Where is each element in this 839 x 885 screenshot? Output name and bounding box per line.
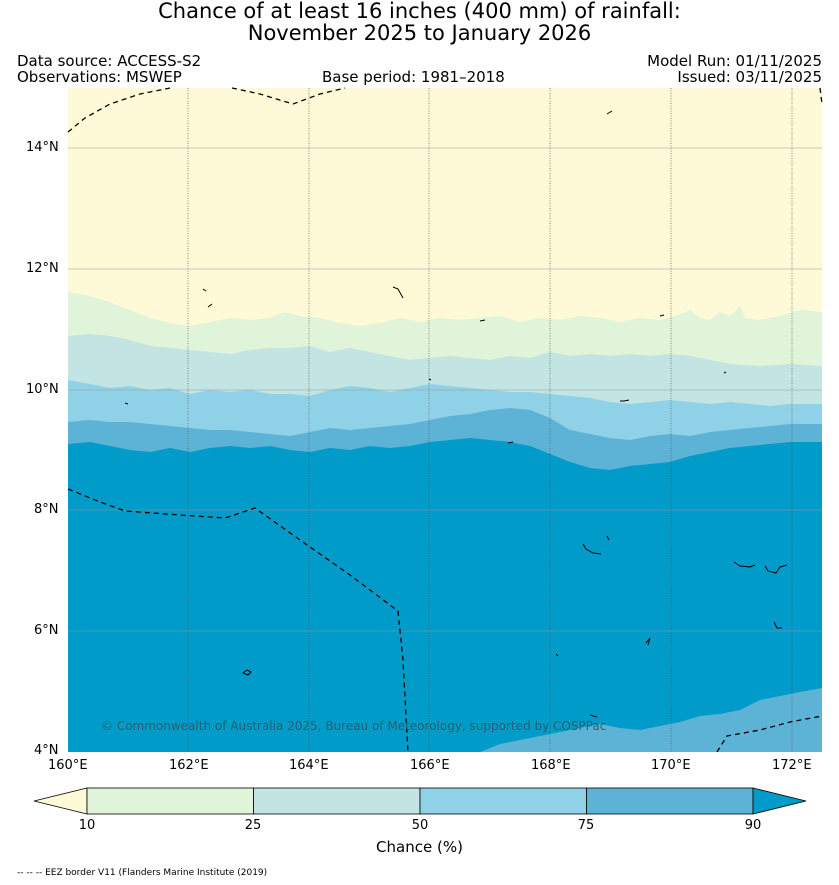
x-tick-166: 166°E xyxy=(410,758,450,773)
colorbar-tick-75: 75 xyxy=(577,818,595,833)
colorbar-segment-above-90 xyxy=(752,787,807,815)
x-tick-170: 170°E xyxy=(651,758,691,773)
eez-footnote: -- -- -- EEZ border V11 (Flanders Marine… xyxy=(17,868,268,878)
graticule xyxy=(187,88,793,752)
y-tick-8n: 8°N xyxy=(34,502,59,517)
x-tick-172: 172°E xyxy=(772,758,812,773)
copyright-notice: © Commonwealth of Australia 2025, Bureau… xyxy=(101,719,607,733)
colorbar-tick-25: 25 xyxy=(244,818,262,833)
colorbar-segment-below-10 xyxy=(33,787,88,815)
colorbar-segment-50-75 xyxy=(419,787,587,815)
data-source-label: Data source: ACCESS-S2 xyxy=(17,52,202,70)
latitude-lines xyxy=(68,147,822,632)
colorbar-segment-75-90 xyxy=(586,787,754,815)
eez-borders xyxy=(67,87,823,753)
x-tick-160: 160°E xyxy=(48,758,88,773)
x-tick-168: 168°E xyxy=(531,758,571,773)
base-period-label: Base period: 1981–2018 xyxy=(322,68,505,86)
colorbar-segment-25-50 xyxy=(253,787,421,815)
colorbar-tick-10: 10 xyxy=(78,818,96,833)
colorbar-tick-50: 50 xyxy=(411,818,429,833)
probability-field xyxy=(68,88,822,752)
colorbar-tick-90: 90 xyxy=(744,818,762,833)
islands xyxy=(124,110,788,718)
y-tick-14n: 14°N xyxy=(26,140,59,155)
model-run-label: Model Run: 01/11/2025 xyxy=(647,52,822,70)
y-tick-12n: 12°N xyxy=(26,261,59,276)
y-tick-6n: 6°N xyxy=(34,623,59,638)
x-tick-164: 164°E xyxy=(289,758,329,773)
map-title-line1: Chance of at least 16 inches (400 mm) of… xyxy=(158,0,681,23)
x-tick-162: 162°E xyxy=(169,758,209,773)
map-title-line2: November 2025 to January 2026 xyxy=(247,21,592,45)
observations-label: Observations: MSWEP xyxy=(17,68,182,86)
y-tick-10n: 10°N xyxy=(26,382,59,397)
issued-label: Issued: 03/11/2025 xyxy=(677,68,822,86)
colorbar-title: Chance (%) xyxy=(376,838,463,856)
y-tick-4n: 4°N xyxy=(34,743,59,758)
colorbar-segment-10-25 xyxy=(86,787,254,815)
band-above-90 xyxy=(68,438,822,752)
colorbar xyxy=(33,787,807,815)
